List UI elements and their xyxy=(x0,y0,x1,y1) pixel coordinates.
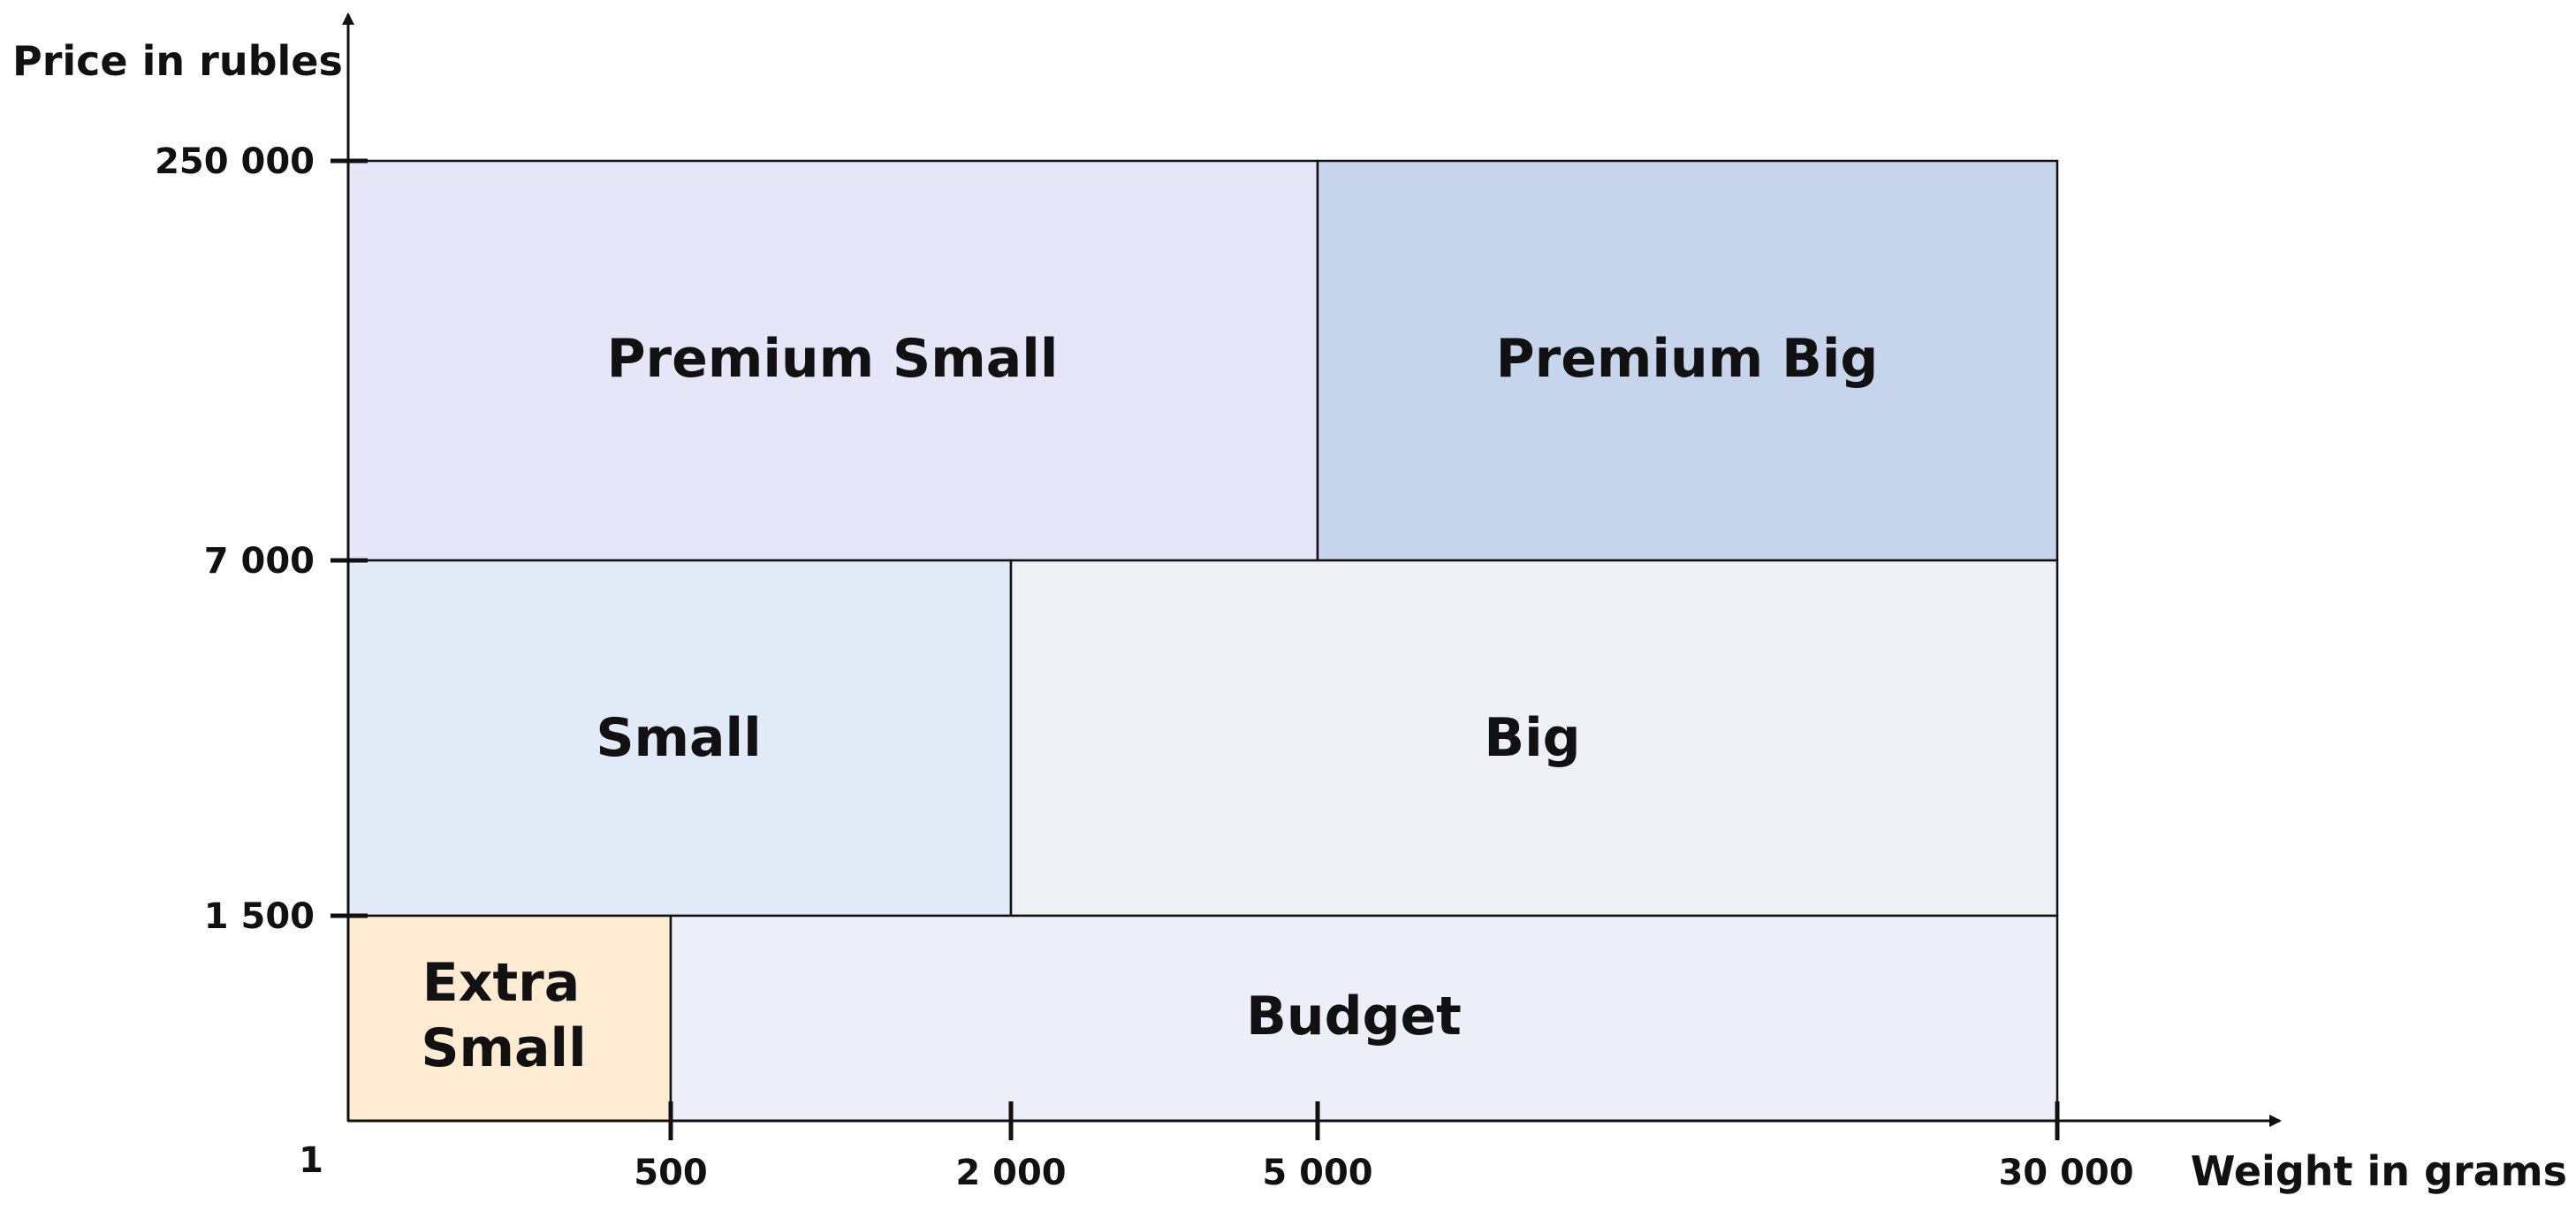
region-label-budget: Budget xyxy=(1246,986,1462,1047)
region-label-big: Big xyxy=(1484,707,1580,769)
region-premium-small xyxy=(346,159,1319,562)
region-premium-big xyxy=(1316,159,2059,562)
region-label-extra-small-line1: Extra xyxy=(422,952,580,1014)
y-tick-label-250000: 250 000 xyxy=(155,141,315,182)
origin-label: 1 xyxy=(299,1140,323,1181)
region-label-small: Small xyxy=(596,707,761,769)
region-label-premium-small: Premium Small xyxy=(607,328,1059,390)
region-budget xyxy=(669,914,2059,1123)
x-tick-label-30000: 30 000 xyxy=(1998,1153,2133,1193)
x-tick-label-2000: 2 000 xyxy=(955,1153,1066,1193)
region-label-premium-big: Premium Big xyxy=(1496,328,1879,390)
x-axis-label: Weight in grams xyxy=(2191,1147,2567,1195)
region-small xyxy=(346,559,1013,918)
y-tick-label-1500: 1 500 xyxy=(204,896,315,937)
region-label-extra-small-line2: Small xyxy=(421,1017,586,1079)
region-big xyxy=(1009,559,2059,918)
y-tick-label-7000: 7 000 xyxy=(204,541,315,582)
region-extra-small xyxy=(346,914,672,1123)
x-tick-label-500: 500 xyxy=(634,1153,708,1193)
y-axis-label: Price in rubles xyxy=(12,37,343,85)
x-tick-label-5000: 5 000 xyxy=(1262,1153,1372,1193)
